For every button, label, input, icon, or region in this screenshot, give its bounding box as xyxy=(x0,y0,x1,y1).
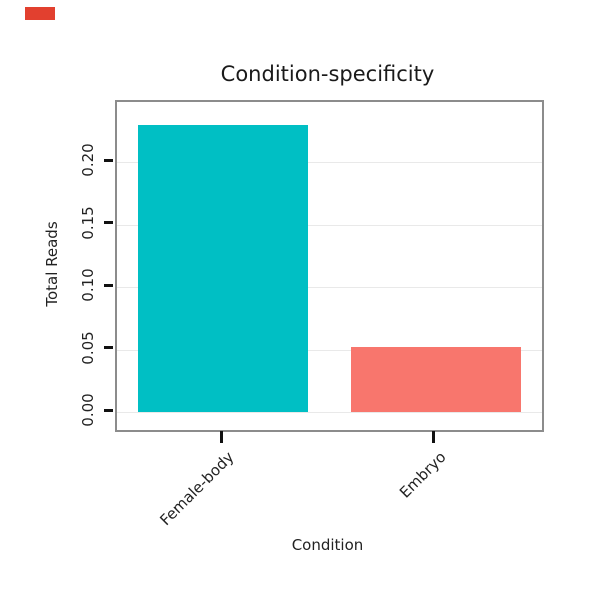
chart-title: Condition-specificity xyxy=(220,62,435,86)
gridline xyxy=(117,287,542,288)
x-tick-mark xyxy=(219,431,223,443)
gridline xyxy=(117,412,542,413)
bar-embryo xyxy=(350,347,521,412)
gridline xyxy=(117,349,542,351)
y-tick-mark xyxy=(104,346,113,349)
x-tick-mark xyxy=(432,431,436,443)
gridline xyxy=(117,162,542,163)
bar-female-body xyxy=(138,124,309,412)
x-axis-label: Condition xyxy=(291,536,364,554)
corner-swatch xyxy=(25,7,55,20)
y-tick-mark xyxy=(104,283,113,287)
gridline xyxy=(117,224,542,226)
y-tick-mark xyxy=(104,221,113,224)
plot-panel xyxy=(115,100,544,432)
y-tick-mark xyxy=(104,408,113,412)
y-tick-mark xyxy=(104,158,113,162)
